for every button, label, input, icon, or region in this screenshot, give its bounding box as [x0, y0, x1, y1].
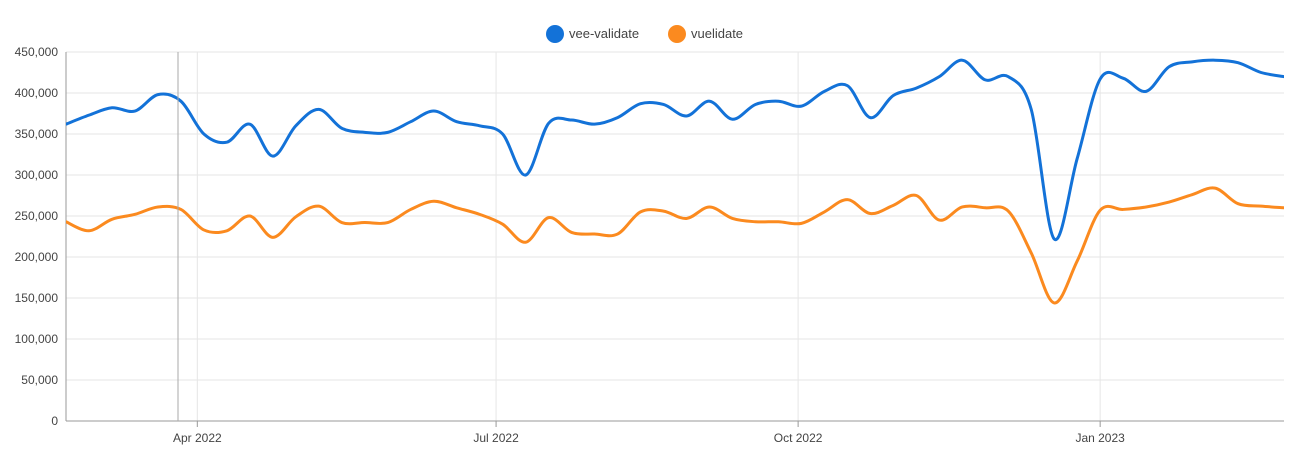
y-tick-label: 350,000 [15, 127, 59, 141]
series-lines [66, 58, 1284, 305]
series-line-vee-validate [66, 58, 1284, 242]
y-tick-label: 200,000 [15, 250, 59, 264]
x-tick-label: Jan 2023 [1075, 431, 1125, 445]
y-tick-label: 450,000 [15, 45, 59, 59]
y-tick-label: 50,000 [21, 373, 58, 387]
y-tick-label: 0 [51, 414, 58, 428]
x-tick-label: Jul 2022 [473, 431, 519, 445]
y-tick-label: 400,000 [15, 86, 59, 100]
legend-marker-vee-validate [546, 25, 564, 43]
x-axis: Apr 2022 Jul 2022 Oct 2022 Jan 2023 [66, 420, 1284, 445]
x-tick-label: Apr 2022 [173, 431, 222, 445]
x-tick-label: Oct 2022 [774, 431, 823, 445]
y-tick-label: 250,000 [15, 209, 59, 223]
y-tick-label: 100,000 [15, 332, 59, 346]
y-tick-label: 300,000 [15, 168, 59, 182]
legend-item-vuelidate[interactable]: vuelidate [668, 25, 743, 43]
legend-marker-vuelidate [668, 25, 686, 43]
gridlines [66, 51, 1284, 422]
legend-label-vuelidate: vuelidate [691, 26, 743, 41]
legend-label-vee-validate: vee-validate [569, 26, 639, 41]
y-tick-label: 150,000 [15, 291, 59, 305]
legend-item-vee-validate[interactable]: vee-validate [546, 25, 639, 43]
legend[interactable]: vee-validate vuelidate [546, 25, 743, 43]
series-line-vuelidate [66, 186, 1284, 305]
y-axis: 0 50,000 100,000 150,000 200,000 250,000 300,0… [15, 45, 67, 428]
